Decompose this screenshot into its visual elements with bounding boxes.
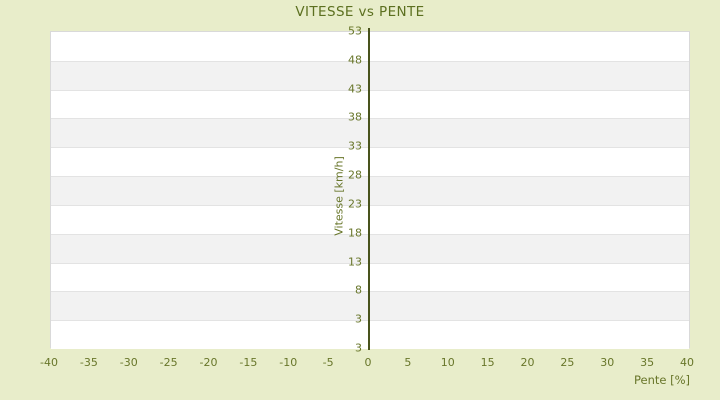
stripe-band [51,291,689,321]
y-tick-label: 28 [348,168,362,182]
x-tick-label: 35 [640,356,655,369]
x-tick-label: 0 [364,356,372,369]
stripe-band [51,118,689,148]
stripe-band [51,204,689,234]
stripe-band [51,320,689,349]
y-tick-label: 3 [355,312,362,326]
x-tick-label: 10 [440,356,455,369]
x-tick-label: -25 [159,356,178,369]
x-tick-label: -20 [199,356,218,369]
y-tick-label: 53 [348,24,362,38]
y-tick-label: 33 [348,139,362,153]
stripe-band [51,60,689,90]
y-tick-label: 43 [348,82,362,96]
y-tick-label: 13 [348,255,362,269]
stripe-band [51,147,689,177]
x-tick-label: 5 [404,356,412,369]
x-tick-label: -35 [79,356,98,369]
stripe-band [51,32,689,61]
y-tick-label: 48 [348,53,362,67]
x-tick-label: 30 [600,356,615,369]
y-tick-label: 3 [355,341,362,355]
x-tick-label: -15 [239,356,258,369]
y-tick-label: 23 [348,197,362,211]
x-tick-label: 25 [560,356,575,369]
stripe-band [51,233,689,263]
x-tick-label: -5 [322,356,334,369]
plot-area [50,31,690,349]
x-tick-label: -30 [119,356,138,369]
x-axis-title: Pente [%] [633,373,690,387]
y-tick-label: 18 [348,226,362,240]
stripe-band [51,176,689,205]
zero-axis-line [368,28,370,350]
x-tick-label: -40 [40,356,58,369]
chart-title: VITESSE vs PENTE [295,4,425,20]
x-tick-label: -10 [279,356,298,369]
stripe-band [51,89,689,119]
y-tick-label: 8 [355,283,362,297]
x-tick-label: 15 [480,356,495,369]
x-tick-label: 20 [520,356,535,369]
x-tick-label: 40 [680,356,694,369]
y-tick-label: 38 [348,110,362,124]
stripe-band [51,262,689,292]
